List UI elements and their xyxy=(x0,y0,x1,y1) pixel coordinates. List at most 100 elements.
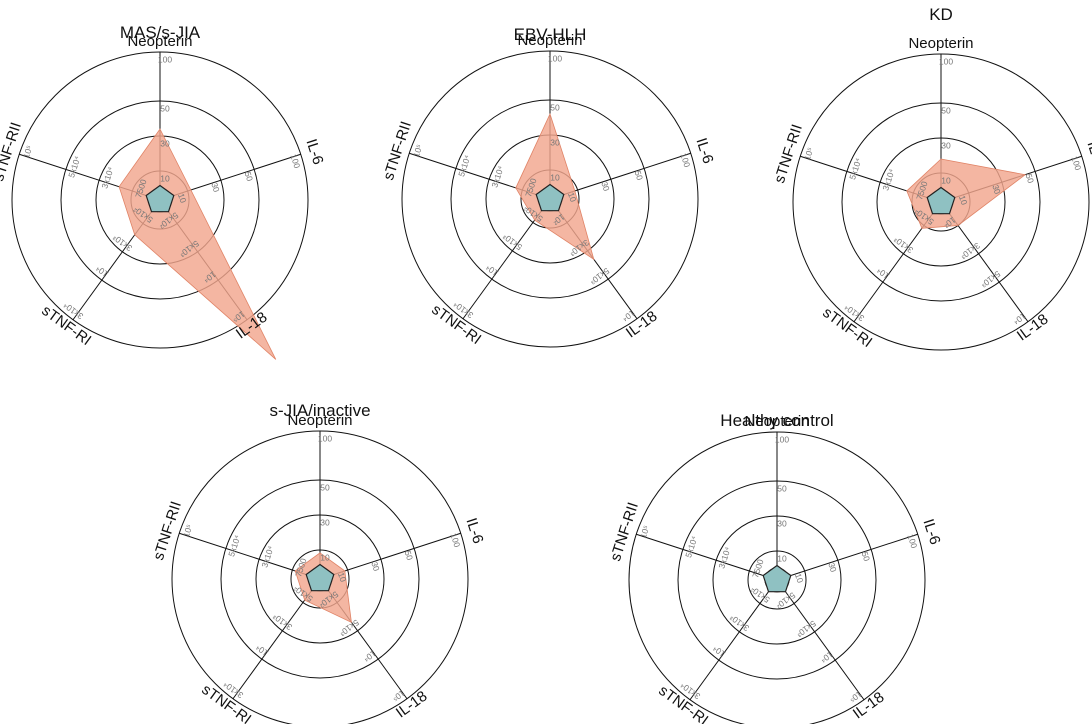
tick-label-stnf-rii: 10⁵ xyxy=(181,523,195,538)
tick-label-il-6: 30 xyxy=(369,560,382,572)
tick-label-neopterin: 100 xyxy=(548,53,562,63)
tick-label-stnf-rii: 5x10⁴ xyxy=(456,153,472,177)
spoke-il-6 xyxy=(776,533,918,581)
radar-chart-0: MAS/s-JIA1030501001030501005x10²5x10³10⁴… xyxy=(0,23,327,360)
tick-label-stnf-rii: 10⁵ xyxy=(802,146,816,161)
chart-title: EBV-HLH xyxy=(514,25,587,44)
tick-label-il-6: 10 xyxy=(566,191,579,203)
tick-label-stnf-rii: 10⁵ xyxy=(638,524,652,539)
tick-label-il-6: 50 xyxy=(860,550,873,562)
spoke-il-18 xyxy=(776,579,865,701)
tick-label-neopterin: 100 xyxy=(318,433,332,443)
tick-label-stnf-ri: 10⁴ xyxy=(711,643,728,659)
radar-chart-1: EBV-HLH10305010010305010010²3x10³5x10³10… xyxy=(380,25,717,348)
radar-chart-4: Healthy control 10 30 50 100 10 30 50 100 5x10² 5x… xyxy=(607,411,944,724)
control-series-polygon xyxy=(762,564,792,593)
axis-label-neopterin: Neopterin xyxy=(908,35,973,52)
axis-label-il-6: IL-6 xyxy=(1083,139,1092,169)
tick-label-il-6: 100 xyxy=(1069,155,1083,172)
tick-label-neopterin: 100 xyxy=(939,56,953,66)
axis-label-neopterin: Neopterin xyxy=(517,32,582,49)
axis-label-neopterin: Neopterin xyxy=(127,33,192,50)
spoke-stnf-ri xyxy=(689,579,778,701)
tick-label-neopterin: 10 xyxy=(320,552,330,562)
chart-title: Healthy control xyxy=(720,411,833,430)
tick-label-il-6: 50 xyxy=(403,549,416,561)
tick-label-neopterin: 10 xyxy=(941,175,951,185)
tick-label-il-6: 50 xyxy=(1024,172,1037,184)
axis-label-neopterin: Neopterin xyxy=(744,413,809,430)
control-series-polygon xyxy=(305,563,335,592)
tick-label-neopterin: 100 xyxy=(775,434,789,444)
tick-label-neopterin: 50 xyxy=(320,482,330,492)
tick-label-stnf-rii: 3x10⁴ xyxy=(259,544,275,568)
tick-label-neopterin: 30 xyxy=(941,140,951,150)
tick-label-il-18: 5x10³ xyxy=(795,619,818,640)
tick-label-stnf-rii: 3x10⁴ xyxy=(99,165,115,189)
radar-chart-3: s-JIA/inactive1030501001030501005x10²5x1… xyxy=(150,401,487,724)
axis-label-il-6: IL-6 xyxy=(302,137,326,167)
tick-label-il-6: 100 xyxy=(448,532,462,549)
tick-label-neopterin: 30 xyxy=(320,517,330,527)
tick-label-il-6: 100 xyxy=(288,153,302,170)
tick-label-neopterin: 30 xyxy=(777,518,787,528)
tick-label-neopterin: 100 xyxy=(158,54,172,64)
tick-label-il-6: 100 xyxy=(905,533,919,550)
tick-label-stnf-rii: 5x10⁴ xyxy=(66,154,82,178)
tick-label-il-6: 30 xyxy=(826,561,839,573)
control-series-polygon xyxy=(535,183,565,212)
tick-label-stnf-rii: 5x10⁴ xyxy=(847,156,863,180)
chart-title: KD xyxy=(929,5,953,24)
tick-label-stnf-ri: 5x10³ xyxy=(501,232,524,253)
tick-label-il-6: 10 xyxy=(336,571,349,583)
spoke-stnf-rii xyxy=(636,533,778,581)
tick-label-il-18: 10⁴ xyxy=(361,648,378,664)
tick-label-neopterin: 50 xyxy=(941,105,951,115)
tick-label-neopterin: 10 xyxy=(550,172,560,182)
axis-label-il-6: IL-6 xyxy=(462,516,486,546)
tick-label-neopterin: 50 xyxy=(550,102,560,112)
tick-label-neopterin: 10 xyxy=(160,173,170,183)
tick-label-neopterin: 50 xyxy=(160,103,170,113)
tick-label-il-6: 10 xyxy=(957,194,970,206)
tick-label-stnf-ri: 3x10³ xyxy=(728,613,751,634)
axis-label-neopterin: Neopterin xyxy=(287,412,352,429)
tick-label-il-6: 100 xyxy=(678,152,692,169)
tick-label-stnf-ri: 3x10³ xyxy=(892,235,915,256)
radar-chart-2: KD10305010010305010010²3x10³5x10³10⁴5x10… xyxy=(771,5,1092,351)
tick-label-stnf-ri: 3x10³ xyxy=(111,233,134,254)
tick-label-il-6: 30 xyxy=(990,183,1003,195)
tick-label-stnf-rii: 10⁵ xyxy=(21,144,35,159)
chart-title: s-JIA/inactive xyxy=(269,401,370,420)
tick-label-il-6: 50 xyxy=(633,169,646,181)
tick-label-il-18: 5x10³ xyxy=(979,269,1002,290)
axis-label-il-6: IL-6 xyxy=(692,136,716,166)
tick-label-il-6: 10 xyxy=(793,572,806,584)
tick-label-stnf-ri: 10⁴ xyxy=(875,265,892,281)
control-series-polygon xyxy=(145,184,175,213)
axis-label-stnf-rii: sTNF-RII xyxy=(0,120,25,183)
axis-label-il-6: IL-6 xyxy=(919,517,943,547)
tick-label-stnf-ri: 10⁴ xyxy=(484,262,501,278)
tick-label-stnf-rii: 3x10⁴ xyxy=(880,167,896,191)
tick-label-il-6: 50 xyxy=(243,170,256,182)
tick-label-stnf-rii: 5x10⁴ xyxy=(226,533,242,557)
tick-label-neopterin: 50 xyxy=(777,483,787,493)
tick-label-il-6: 30 xyxy=(599,180,612,192)
tick-label-stnf-ri: 10⁴ xyxy=(94,263,111,279)
chart-title: MAS/s-JIA xyxy=(120,23,201,42)
tick-label-stnf-rii: 10⁵ xyxy=(411,143,425,158)
control-series-polygon xyxy=(926,186,956,215)
patient-series-polygon xyxy=(515,112,595,261)
tick-label-neopterin: 30 xyxy=(160,138,170,148)
tick-label-il-18: 3x10³ xyxy=(959,241,982,262)
tick-label-il-18: 10⁴ xyxy=(818,649,835,665)
tick-label-neopterin: 10 xyxy=(777,553,787,563)
tick-label-il-6: 30 xyxy=(209,181,222,193)
tick-label-stnf-rii: 5x10⁴ xyxy=(683,534,699,558)
tick-label-stnf-ri: 3x10³ xyxy=(271,612,294,633)
tick-label-il-6: 10 xyxy=(176,192,189,204)
tick-label-neopterin: 30 xyxy=(550,137,560,147)
tick-label-il-18: 5x10³ xyxy=(588,266,611,287)
